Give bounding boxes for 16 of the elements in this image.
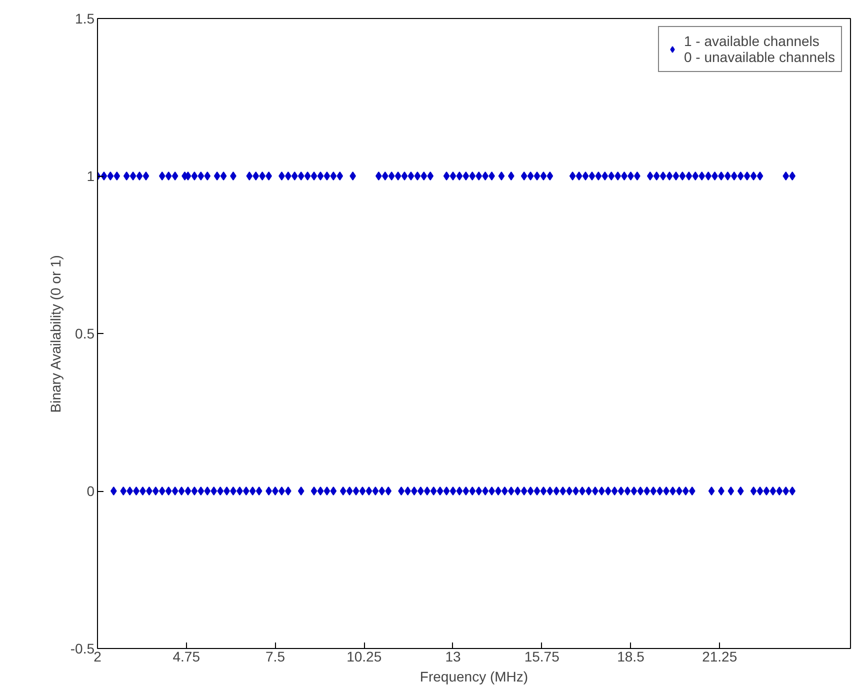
y-tick-label: 1 bbox=[86, 168, 95, 184]
y-tick-label: 1.5 bbox=[75, 10, 95, 26]
y-tick-label: -0.5 bbox=[70, 640, 95, 656]
x-tick-label: 4.75 bbox=[172, 648, 200, 664]
legend-label: 1 - available channels 0 - unavailable channels bbox=[684, 33, 835, 65]
y-axis-title: Binary Availability (0 or 1) bbox=[47, 255, 64, 413]
x-tick-label: 21.25 bbox=[702, 648, 738, 664]
x-tick-label: 7.5 bbox=[266, 648, 286, 664]
y-tick-label: 0 bbox=[86, 483, 95, 499]
x-tick-label: 2 bbox=[94, 648, 102, 664]
x-tick-label: 13 bbox=[445, 648, 461, 664]
x-tick-label: 15.75 bbox=[524, 648, 560, 664]
x-tick-label: 10.25 bbox=[346, 648, 382, 664]
y-tick-label: 0.5 bbox=[75, 326, 95, 342]
x-axis-title: Frequency (MHz) bbox=[420, 668, 528, 684]
x-tick-label: 18.5 bbox=[617, 648, 645, 664]
